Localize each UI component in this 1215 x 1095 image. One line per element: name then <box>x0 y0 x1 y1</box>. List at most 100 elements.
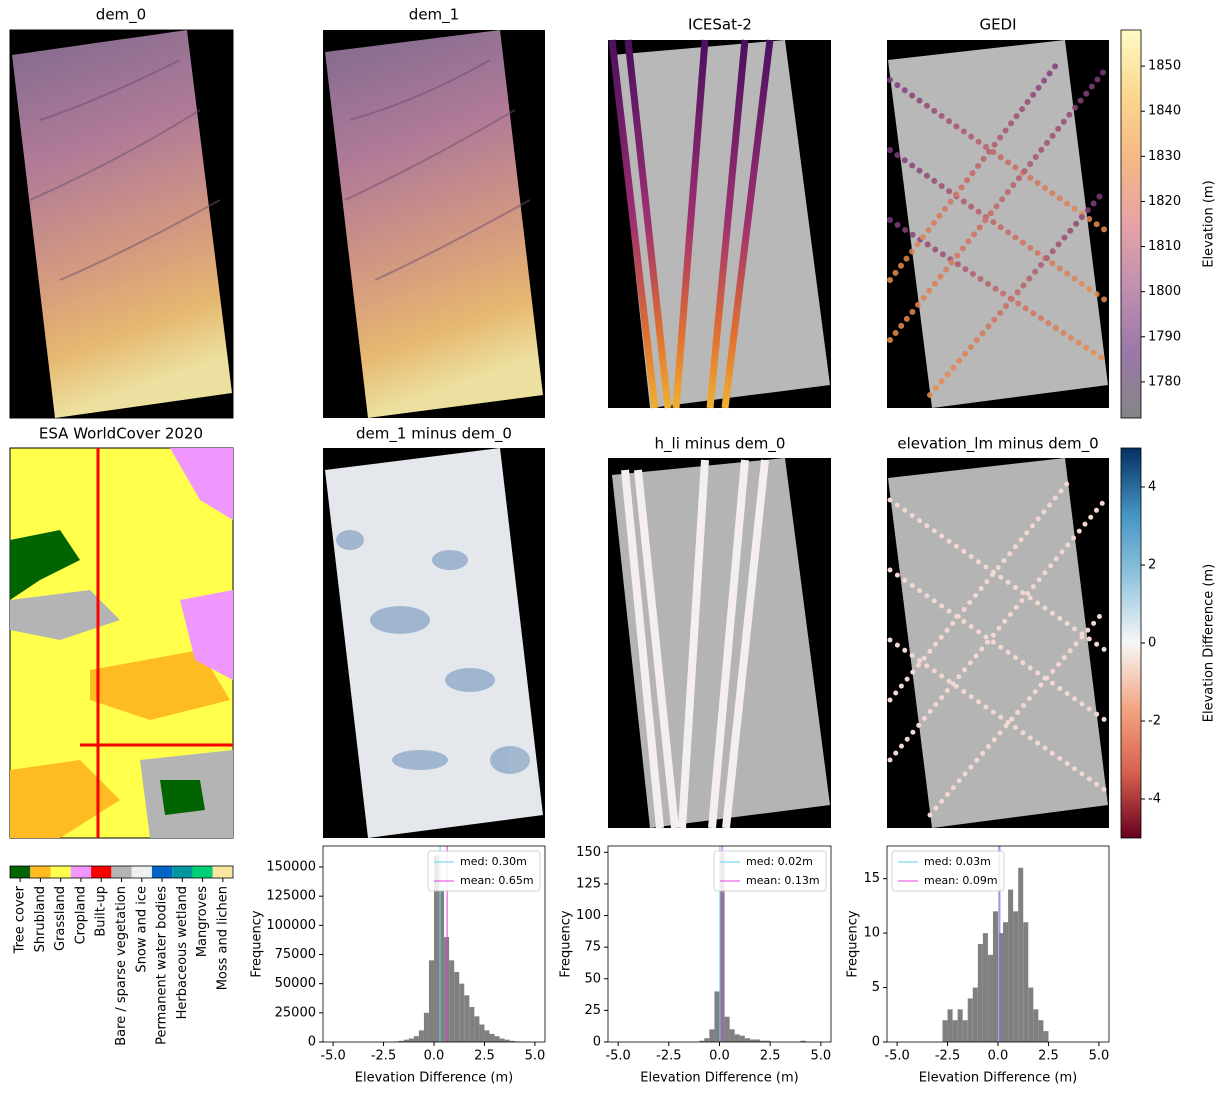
map-worldcover <box>9 447 234 839</box>
bar <box>444 937 450 1042</box>
bar <box>494 1036 500 1042</box>
legend-swatch <box>151 866 173 878</box>
legend-label: med: 0.03m <box>924 855 991 868</box>
legend-label: med: 0.02m <box>746 855 813 868</box>
bar <box>418 1030 424 1042</box>
legend-swatch <box>91 866 112 878</box>
map-title: dem_0 <box>96 6 146 25</box>
tick-label: 4 <box>1148 480 1156 495</box>
bar <box>504 1039 510 1042</box>
legend-swatch <box>212 866 233 878</box>
bar <box>760 1040 766 1042</box>
y-axis-label: Frequency <box>250 910 265 977</box>
bar <box>982 933 988 1042</box>
legend-label: Moss and lichen <box>215 886 230 990</box>
y-tick-label: 0 <box>593 1035 601 1050</box>
legend-label: Permanent water bodies <box>155 886 170 1045</box>
y-tick-label: 100000 <box>266 918 316 933</box>
bar <box>749 1039 755 1042</box>
x-tick-label: -2.5 <box>656 1049 681 1064</box>
bar <box>704 1038 710 1042</box>
bar <box>765 1040 771 1042</box>
bar <box>977 944 983 1042</box>
x-axis-label: Elevation Difference (m) <box>355 1071 513 1086</box>
colorbar-label: Elevation (m) <box>1202 180 1215 267</box>
map-dem1 <box>323 30 545 418</box>
bar <box>1018 867 1024 1042</box>
bar <box>972 987 978 1042</box>
tick-label: -4 <box>1148 792 1161 807</box>
y-tick-label: 125 <box>576 876 601 891</box>
legend-swatch <box>30 866 51 878</box>
bar <box>413 1036 419 1042</box>
bar <box>499 1038 505 1042</box>
legend-label: mean: 0.13m <box>746 874 820 887</box>
legend-label: Cropland <box>73 886 88 944</box>
legend-swatch <box>172 866 193 878</box>
bar <box>739 1035 745 1042</box>
tick-label: 0 <box>1148 636 1156 651</box>
y-tick-label: 0 <box>872 1035 880 1050</box>
x-tick-label: 0.0 <box>988 1049 1009 1064</box>
x-tick-label: -5.0 <box>320 1049 345 1064</box>
bar <box>403 1039 409 1042</box>
bar <box>699 1040 705 1042</box>
map-diff-icesat <box>608 458 831 829</box>
x-tick-label: 5.0 <box>811 1049 832 1064</box>
bar <box>489 1033 495 1042</box>
bar <box>1028 987 1034 1042</box>
tick-label: 2 <box>1148 558 1156 573</box>
y-axis-label: Frequency <box>559 910 574 977</box>
bar <box>1038 1020 1044 1042</box>
y-tick-label: 0 <box>308 1035 316 1050</box>
legend-swatch <box>111 866 132 878</box>
bar <box>469 1007 475 1042</box>
bar <box>729 1029 735 1042</box>
bar <box>942 1020 948 1042</box>
legend-swatch <box>131 866 152 878</box>
bar <box>449 960 455 1042</box>
legend-label: mean: 0.09m <box>924 874 998 887</box>
tick-label: 1840 <box>1148 104 1181 119</box>
map-diff-dem <box>323 448 545 838</box>
bar <box>998 933 1004 1042</box>
bar <box>1003 922 1009 1042</box>
bar <box>754 1039 761 1042</box>
x-tick-label: 2.5 <box>760 1049 781 1064</box>
legend-label: Bare / sparse vegetation <box>114 886 129 1046</box>
tick-label: 1820 <box>1148 194 1181 209</box>
bar <box>423 1012 429 1042</box>
x-tick-label: -2.5 <box>935 1049 960 1064</box>
bar <box>474 1016 480 1042</box>
bar <box>800 1040 806 1042</box>
x-tick-label: 5.0 <box>525 1049 546 1064</box>
map-title: ICESat-2 <box>688 16 752 34</box>
bar <box>1033 1009 1039 1042</box>
colorbar-label: Elevation Difference (m) <box>1202 564 1215 722</box>
legend-label: Herbaceous wetland <box>175 886 190 1019</box>
tick-label: 1830 <box>1148 149 1181 164</box>
bar <box>408 1038 414 1042</box>
legend-label: Built-up <box>94 886 109 937</box>
bar <box>709 1029 715 1042</box>
bar <box>454 972 460 1042</box>
bar <box>724 1016 730 1042</box>
legend-label: mean: 0.65m <box>460 874 534 887</box>
tick-label: 1780 <box>1148 374 1181 389</box>
x-tick-label: 2.5 <box>1038 1049 1059 1064</box>
x-tick-label: 5.0 <box>1089 1049 1110 1064</box>
y-tick-label: 10 <box>863 926 880 941</box>
bar <box>509 1040 515 1042</box>
bar <box>952 1020 958 1042</box>
y-tick-label: 50000 <box>275 976 316 991</box>
y-tick-label: 15 <box>863 871 880 886</box>
map-title: ESA WorldCover 2020 <box>39 425 203 443</box>
y-tick-label: 125000 <box>266 889 316 904</box>
map-title: elevation_lm minus dem_0 <box>897 435 1098 454</box>
y-tick-label: 50 <box>584 971 601 986</box>
bar <box>484 1030 490 1042</box>
y-tick-label: 25000 <box>275 1005 316 1020</box>
y-tick-label: 5 <box>872 980 880 995</box>
y-tick-label: 25 <box>584 1003 601 1018</box>
legend-label: med: 0.30m <box>460 855 527 868</box>
